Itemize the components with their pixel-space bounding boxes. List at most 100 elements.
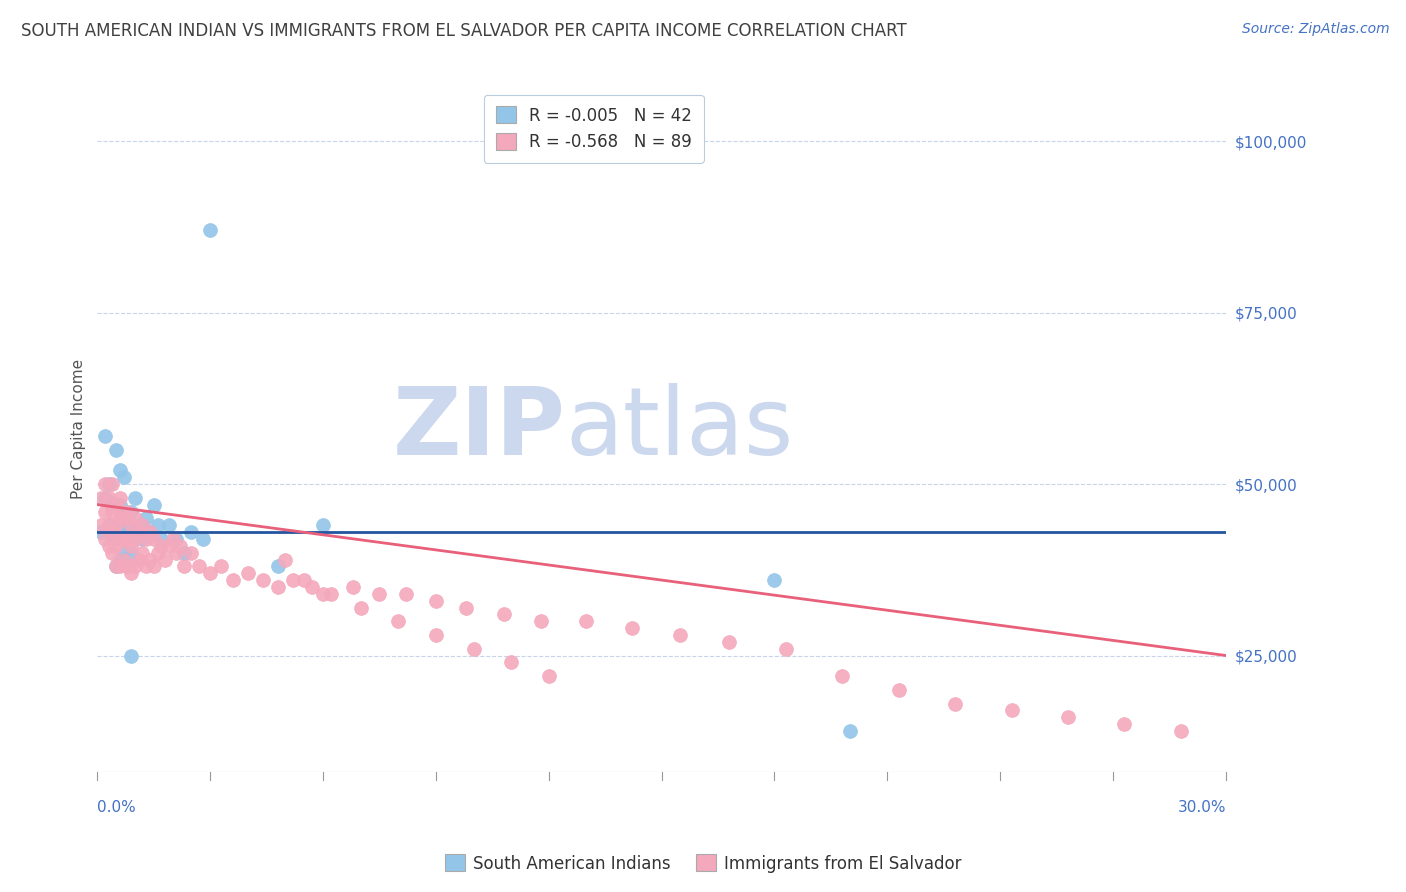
Point — [94, 532, 117, 546]
Point — [368, 587, 391, 601]
Point — [150, 532, 173, 546]
Point — [169, 539, 191, 553]
Point — [669, 628, 692, 642]
Point — [838, 723, 860, 738]
Text: ZIP: ZIP — [392, 384, 565, 475]
Point — [173, 546, 195, 560]
Point — [718, 635, 741, 649]
Point — [94, 504, 117, 518]
Point — [112, 552, 135, 566]
Point — [943, 697, 966, 711]
Point — [454, 600, 477, 615]
Point — [108, 552, 131, 566]
Point — [124, 532, 146, 546]
Point — [105, 518, 128, 533]
Point — [108, 559, 131, 574]
Point — [150, 539, 173, 553]
Point — [112, 511, 135, 525]
Point — [463, 641, 485, 656]
Point — [135, 532, 157, 546]
Point — [139, 525, 162, 540]
Point — [180, 525, 202, 540]
Point — [128, 518, 150, 533]
Point — [105, 539, 128, 553]
Point — [157, 539, 180, 553]
Text: Source: ZipAtlas.com: Source: ZipAtlas.com — [1241, 22, 1389, 37]
Point — [395, 587, 418, 601]
Point — [887, 682, 910, 697]
Point — [108, 511, 131, 525]
Point — [165, 532, 187, 546]
Point — [342, 580, 364, 594]
Point — [173, 559, 195, 574]
Point — [319, 587, 342, 601]
Point — [101, 504, 124, 518]
Point — [165, 546, 187, 560]
Point — [105, 559, 128, 574]
Y-axis label: Per Capita Income: Per Capita Income — [72, 359, 86, 500]
Point — [387, 614, 409, 628]
Text: 30.0%: 30.0% — [1177, 799, 1226, 814]
Point — [200, 566, 222, 581]
Point — [101, 498, 124, 512]
Point — [312, 587, 335, 601]
Point — [112, 546, 135, 560]
Point — [135, 511, 157, 525]
Point — [117, 559, 139, 574]
Point — [301, 580, 323, 594]
Point — [120, 504, 142, 518]
Point — [94, 491, 117, 505]
Point — [350, 600, 373, 615]
Point — [146, 546, 169, 560]
Point — [108, 525, 131, 540]
Point — [108, 498, 131, 512]
Point — [108, 463, 131, 477]
Point — [236, 566, 259, 581]
Point — [94, 477, 117, 491]
Point — [211, 559, 233, 574]
Point — [142, 498, 165, 512]
Point — [267, 559, 290, 574]
Point — [117, 559, 139, 574]
Point — [124, 511, 146, 525]
Point — [575, 614, 598, 628]
Point — [501, 656, 523, 670]
Legend: R = -0.005   N = 42, R = -0.568   N = 89: R = -0.005 N = 42, R = -0.568 N = 89 — [484, 95, 703, 162]
Point — [187, 559, 209, 574]
Legend: South American Indians, Immigrants from El Salvador: South American Indians, Immigrants from … — [437, 847, 969, 880]
Point — [94, 429, 117, 443]
Point — [90, 491, 112, 505]
Text: 0.0%: 0.0% — [97, 799, 136, 814]
Point — [492, 607, 515, 622]
Text: SOUTH AMERICAN INDIAN VS IMMIGRANTS FROM EL SALVADOR PER CAPITA INCOME CORRELATI: SOUTH AMERICAN INDIAN VS IMMIGRANTS FROM… — [21, 22, 907, 40]
Point — [267, 580, 290, 594]
Point — [222, 573, 245, 587]
Point — [1170, 723, 1192, 738]
Point — [112, 532, 135, 546]
Point — [131, 532, 153, 546]
Point — [97, 518, 120, 533]
Point — [101, 477, 124, 491]
Point — [120, 539, 142, 553]
Point — [97, 477, 120, 491]
Point — [775, 641, 797, 656]
Point — [101, 532, 124, 546]
Point — [120, 546, 142, 560]
Point — [124, 525, 146, 540]
Point — [274, 552, 297, 566]
Point — [117, 504, 139, 518]
Point — [105, 442, 128, 457]
Point — [105, 498, 128, 512]
Point — [292, 573, 315, 587]
Point — [97, 539, 120, 553]
Point — [157, 518, 180, 533]
Point — [425, 593, 447, 607]
Point — [139, 525, 162, 540]
Point — [112, 470, 135, 484]
Point — [97, 525, 120, 540]
Point — [162, 532, 184, 546]
Point — [200, 223, 222, 237]
Point — [252, 573, 274, 587]
Point — [180, 546, 202, 560]
Point — [281, 573, 304, 587]
